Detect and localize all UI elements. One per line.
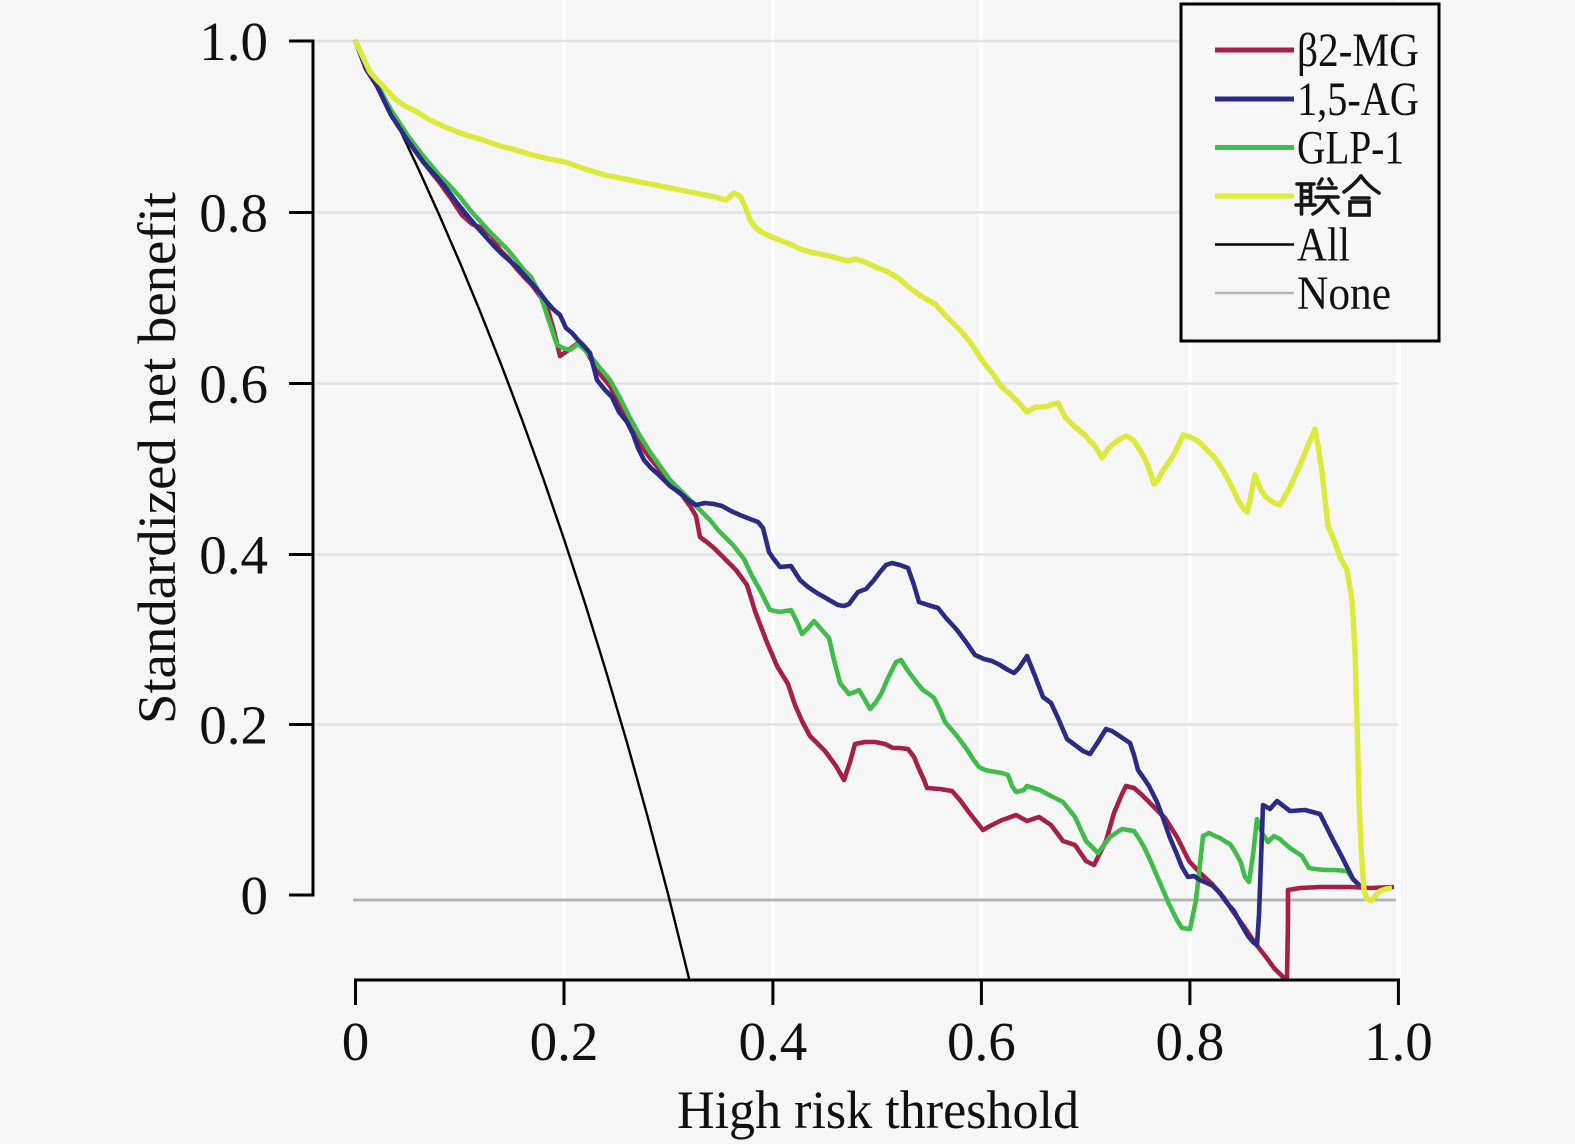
svg-text:0.2: 0.2 bbox=[199, 695, 268, 756]
svg-text:β2-MG: β2-MG bbox=[1297, 24, 1419, 77]
svg-text:0.8: 0.8 bbox=[1156, 1011, 1225, 1072]
svg-text:0: 0 bbox=[241, 865, 269, 926]
svg-text:High risk threshold: High risk threshold bbox=[677, 1080, 1079, 1140]
svg-text:0: 0 bbox=[342, 1011, 370, 1072]
svg-text:None: None bbox=[1297, 267, 1391, 320]
svg-text:0.6: 0.6 bbox=[947, 1011, 1016, 1072]
svg-text:0.6: 0.6 bbox=[199, 354, 268, 415]
svg-text:1,5-AG: 1,5-AG bbox=[1297, 73, 1419, 126]
svg-text:0.2: 0.2 bbox=[530, 1011, 599, 1072]
svg-text:All: All bbox=[1297, 219, 1350, 272]
svg-text:0.8: 0.8 bbox=[199, 183, 268, 244]
svg-text:Standardized net benefit: Standardized net benefit bbox=[127, 192, 187, 724]
svg-text:1.0: 1.0 bbox=[199, 11, 268, 72]
svg-text:0.4: 0.4 bbox=[739, 1011, 808, 1072]
svg-text:0.4: 0.4 bbox=[199, 525, 268, 586]
svg-text:GLP-1: GLP-1 bbox=[1297, 122, 1404, 175]
svg-text:1.0: 1.0 bbox=[1364, 1011, 1433, 1072]
